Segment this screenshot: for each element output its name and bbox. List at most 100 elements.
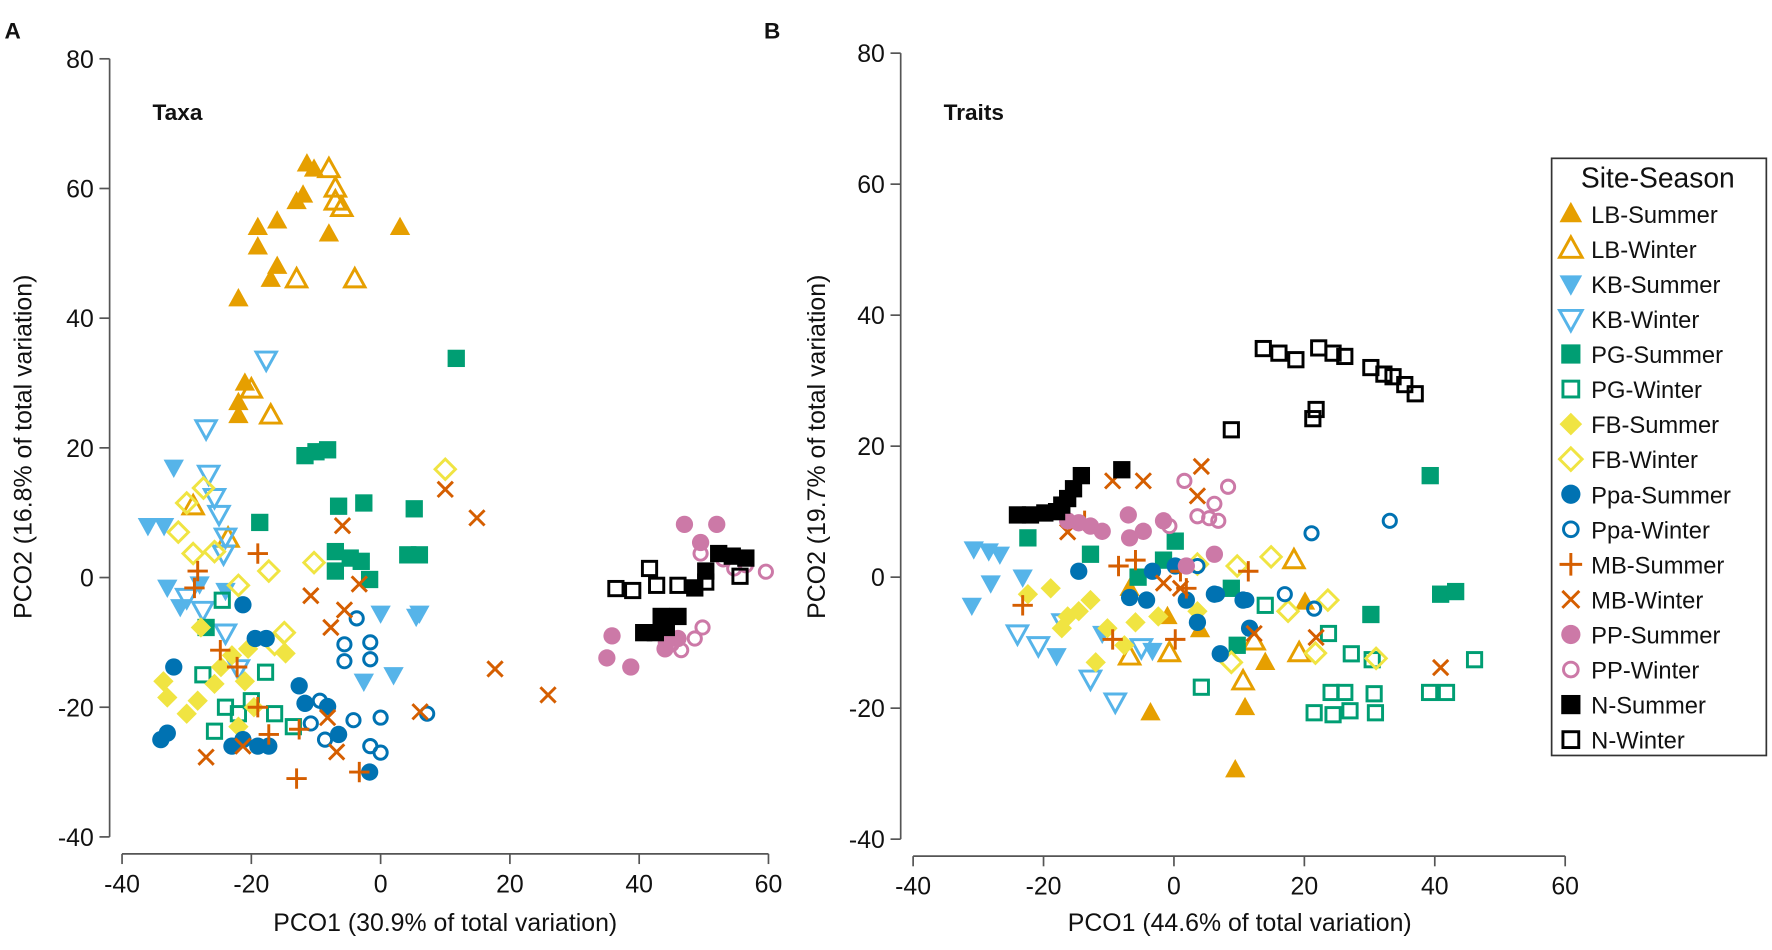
legend-entry-kb-winter: KB-Winter (1557, 308, 1699, 334)
legend-marker-ppa-winter (1562, 520, 1580, 539)
data-point-mb-winter (1171, 579, 1190, 597)
panel-a-y-tick-label: 0 (80, 565, 94, 593)
data-point-n-summer (1113, 461, 1131, 479)
data-point-fb-winter (433, 456, 458, 482)
data-point-mb-summer (288, 719, 310, 740)
data-point-kb-winter (1102, 692, 1128, 716)
data-point-fb-winter (202, 539, 227, 564)
data-point-mb-winter (234, 737, 252, 755)
data-point-pg-summer (1228, 636, 1246, 654)
data-point-fb-winter (1315, 587, 1341, 613)
data-point-n-winter (1270, 344, 1288, 362)
data-point-fb-winter (1258, 544, 1284, 570)
panel-b-x-tick-label: -40 (895, 873, 931, 901)
panel-a-letter: A (5, 18, 21, 43)
data-point-kb-summer (153, 518, 175, 537)
data-point-kb-winter (210, 544, 237, 568)
panel-a-points (137, 153, 774, 789)
data-point-n-winter (648, 576, 666, 594)
data-point-mb-summer (286, 768, 307, 789)
data-point-lb-winter (238, 375, 265, 399)
data-point-mb-summer (247, 543, 268, 564)
legend-entry-n-winter: N-Winter (1561, 729, 1685, 755)
panel-a-series-n-winter (607, 559, 749, 600)
data-point-pg-winter (1465, 651, 1484, 669)
data-point-n-winter (669, 576, 687, 594)
data-point-n-summer (1008, 506, 1027, 524)
data-point-kb-summer (989, 546, 1011, 565)
data-point-n-winter (1396, 375, 1414, 394)
data-point-n-winter (607, 579, 625, 598)
data-point-pp-summer (1134, 522, 1152, 540)
panel-a-title: Taxa (153, 100, 203, 125)
data-point-n-winter (1254, 339, 1272, 358)
legend-label: N-Summer (1591, 694, 1706, 720)
data-point-lb-winter (1156, 639, 1183, 663)
data-point-kb-summer (961, 597, 982, 617)
data-point-ppa-winter (372, 709, 389, 726)
data-point-pp-summer (622, 658, 640, 676)
data-point-mb-summer (1238, 561, 1259, 582)
data-point-lb-summer (247, 216, 268, 236)
data-point-n-winter (1222, 421, 1240, 439)
legend: Site-Season LB-Summer LB-Winter KB-Summer K… (1550, 157, 1768, 757)
data-point-fb-winter (256, 558, 282, 584)
data-point-ppa-winter (1303, 525, 1320, 542)
data-point-lb-summer (292, 184, 314, 203)
legend-entry-ppa-winter: Ppa-Winter (1562, 518, 1710, 544)
data-point-n-winter (1336, 347, 1354, 366)
data-point-pp-summer (708, 515, 726, 534)
data-point-pp-summer (1119, 506, 1137, 524)
legend-label: LB-Summer (1591, 203, 1718, 229)
data-point-fb-winter (1275, 598, 1301, 624)
data-point-pp-summer (603, 627, 621, 645)
legend-entry-mb-summer: MB-Summer (1559, 553, 1724, 579)
data-point-ppa-summer (1188, 613, 1207, 632)
legend-entry-ppa-summer: Ppa-Summer (1561, 483, 1731, 509)
data-point-pg-summer (352, 552, 370, 570)
data-point-lb-summer (1255, 651, 1276, 670)
data-point-mb-winter (1154, 574, 1173, 592)
panel-b-x-tick-label: 20 (1291, 873, 1319, 901)
data-point-fb-summer (1051, 618, 1072, 639)
data-point-pg-summer (318, 441, 337, 459)
data-point-lb-summer (1225, 759, 1246, 778)
data-point-kb-winter (212, 623, 239, 647)
data-point-pg-winter (1305, 704, 1323, 722)
panel-a-axes: 80 60 40 20 0 -20 -40 -40 -20 0 20 40 60 (58, 46, 782, 898)
panel-b-series-pp-summer (1059, 506, 1224, 575)
data-point-n-winter (1375, 365, 1393, 383)
data-point-pg-winter (1192, 678, 1210, 696)
data-point-fb-winter (166, 519, 191, 545)
data-point-ppa-summer (1070, 562, 1088, 580)
data-point-kb-winter (212, 527, 239, 551)
panel-b-traits: B Traits PCO2 (19.7% of total variation)… (764, 18, 1579, 936)
legend-marker-kb-winter (1557, 308, 1585, 334)
data-point-ppa-winter (302, 715, 319, 732)
data-point-n-summer (1053, 496, 1071, 514)
legend-label: KB-Winter (1591, 308, 1699, 334)
data-point-ppa-summer (1137, 591, 1156, 609)
panel-a-series-n-summer (635, 544, 755, 642)
data-point-fb-summer (234, 671, 256, 692)
legend-label: PG-Summer (1591, 343, 1723, 369)
data-point-pg-winter (1437, 683, 1456, 702)
data-point-pg-summer (1446, 582, 1465, 601)
data-point-mb-winter (411, 703, 429, 721)
data-point-n-winter (1304, 410, 1322, 428)
data-point-n-summer (652, 607, 670, 626)
data-point-lb-winter (1286, 639, 1312, 663)
data-point-mb-summer (1102, 629, 1123, 650)
data-point-ppa-summer (296, 694, 314, 712)
data-point-fb-summer (210, 656, 232, 678)
data-point-fb-summer (1148, 606, 1169, 627)
data-point-mb-winter (1245, 624, 1263, 643)
data-point-ppa-winter (336, 653, 353, 670)
panel-a-series-mb-summer (184, 543, 370, 789)
legend-label: Ppa-Winter (1591, 518, 1710, 544)
panel-a-x-tick-label: -40 (104, 870, 140, 898)
data-point-fb-summer (187, 690, 208, 711)
data-point-pg-winter (1342, 645, 1360, 663)
data-point-n-winter (731, 567, 749, 585)
data-point-lb-summer (247, 236, 268, 255)
